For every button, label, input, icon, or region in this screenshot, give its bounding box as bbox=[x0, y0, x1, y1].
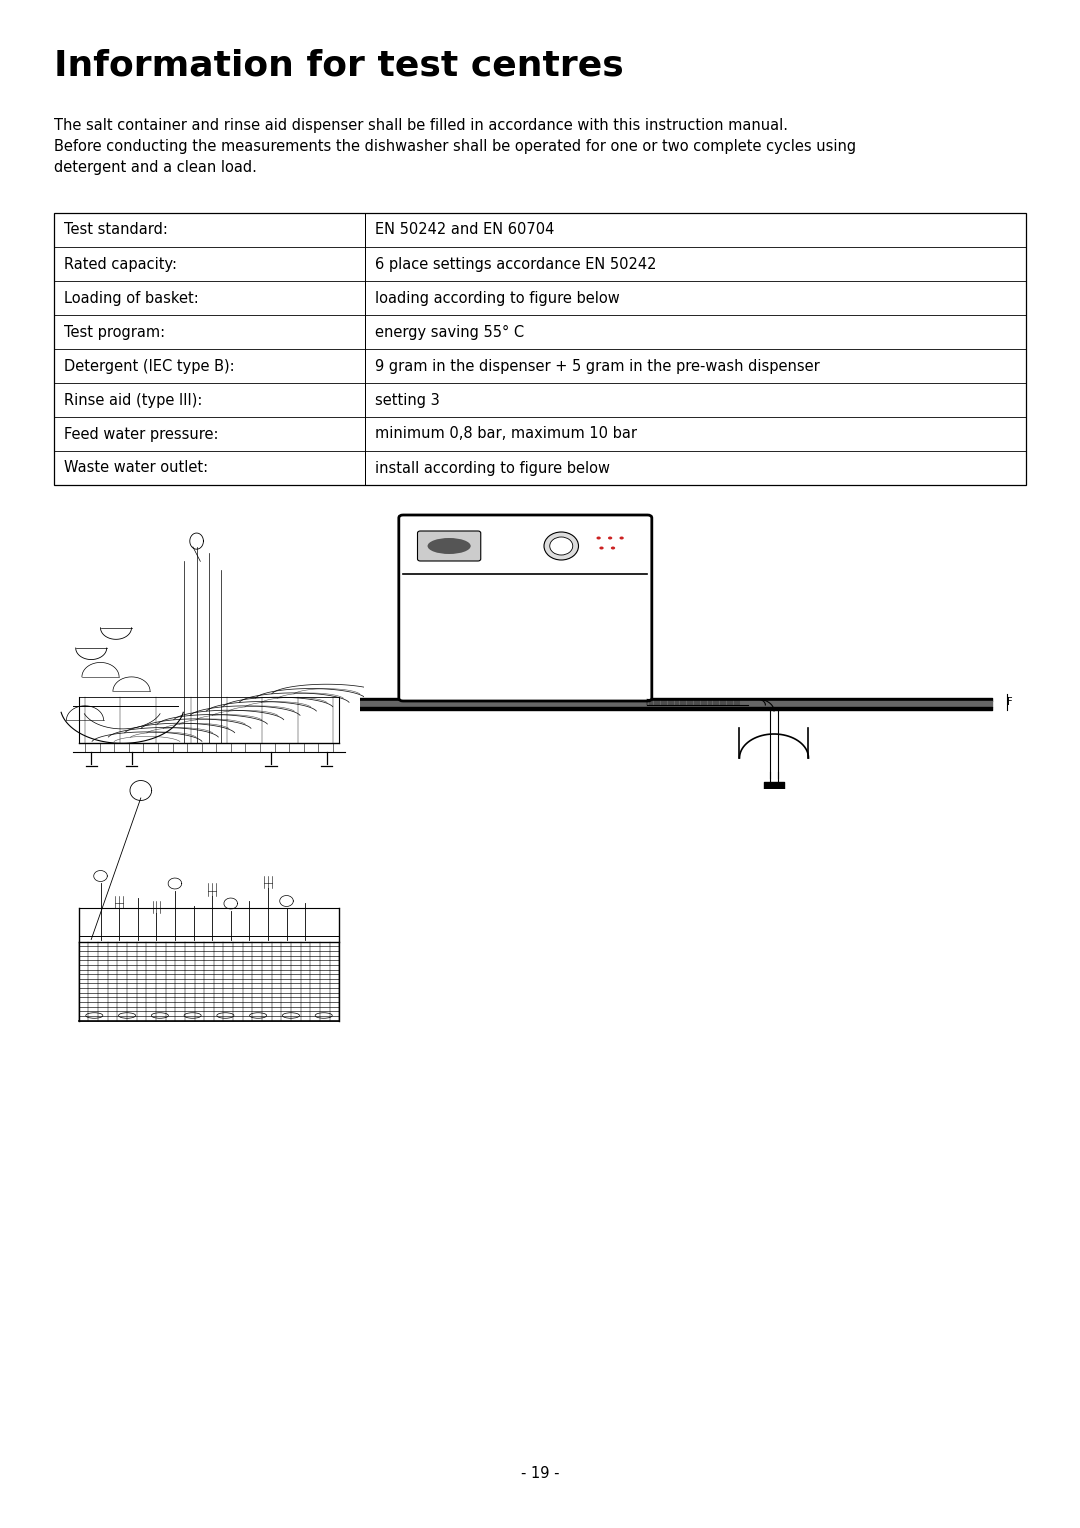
Ellipse shape bbox=[315, 1013, 333, 1018]
Text: Rated capacity:: Rated capacity: bbox=[64, 257, 177, 272]
Text: Feed water pressure:: Feed water pressure: bbox=[64, 426, 218, 442]
Text: Waste water outlet:: Waste water outlet: bbox=[64, 460, 208, 475]
Text: 6 place settings accordance EN 50242: 6 place settings accordance EN 50242 bbox=[375, 257, 657, 272]
Text: Detergent (IEC type B):: Detergent (IEC type B): bbox=[64, 359, 234, 373]
Ellipse shape bbox=[550, 536, 572, 555]
Text: - 19 -: - 19 - bbox=[521, 1465, 559, 1481]
Ellipse shape bbox=[544, 532, 579, 559]
Text: Rinse aid (type III):: Rinse aid (type III): bbox=[64, 393, 202, 408]
Ellipse shape bbox=[620, 536, 624, 539]
Text: energy saving 55° C: energy saving 55° C bbox=[375, 324, 524, 339]
Ellipse shape bbox=[611, 547, 616, 550]
Ellipse shape bbox=[85, 1013, 103, 1018]
Text: minimum 0,8 bar, maximum 10 bar: minimum 0,8 bar, maximum 10 bar bbox=[375, 426, 637, 442]
Text: install according to figure below: install according to figure below bbox=[375, 460, 610, 475]
Text: Loading of basket:: Loading of basket: bbox=[64, 290, 199, 306]
FancyBboxPatch shape bbox=[418, 532, 481, 561]
Text: setting 3: setting 3 bbox=[375, 393, 440, 408]
Ellipse shape bbox=[596, 536, 600, 539]
FancyBboxPatch shape bbox=[760, 810, 787, 828]
Ellipse shape bbox=[151, 1013, 168, 1018]
Ellipse shape bbox=[217, 1013, 234, 1018]
Ellipse shape bbox=[119, 1013, 136, 1018]
Ellipse shape bbox=[599, 547, 604, 550]
Bar bbox=[54, 212, 1026, 484]
Ellipse shape bbox=[184, 1013, 201, 1018]
FancyBboxPatch shape bbox=[399, 515, 652, 701]
Ellipse shape bbox=[282, 1013, 299, 1018]
Text: Test standard:: Test standard: bbox=[64, 223, 167, 237]
Text: Information for test centres: Information for test centres bbox=[54, 47, 624, 83]
Text: The salt container and rinse aid dispenser shall be filled in accordance with th: The salt container and rinse aid dispens… bbox=[54, 118, 856, 176]
Ellipse shape bbox=[608, 536, 612, 539]
Text: 9 gram in the dispenser + 5 gram in the pre-wash dispenser: 9 gram in the dispenser + 5 gram in the … bbox=[375, 359, 820, 373]
Text: Test program:: Test program: bbox=[64, 324, 165, 339]
Text: EN 50242 and EN 60704: EN 50242 and EN 60704 bbox=[375, 223, 554, 237]
Ellipse shape bbox=[428, 538, 471, 555]
Text: F: F bbox=[1007, 697, 1012, 707]
Text: loading according to figure below: loading according to figure below bbox=[375, 290, 620, 306]
Ellipse shape bbox=[249, 1013, 267, 1018]
